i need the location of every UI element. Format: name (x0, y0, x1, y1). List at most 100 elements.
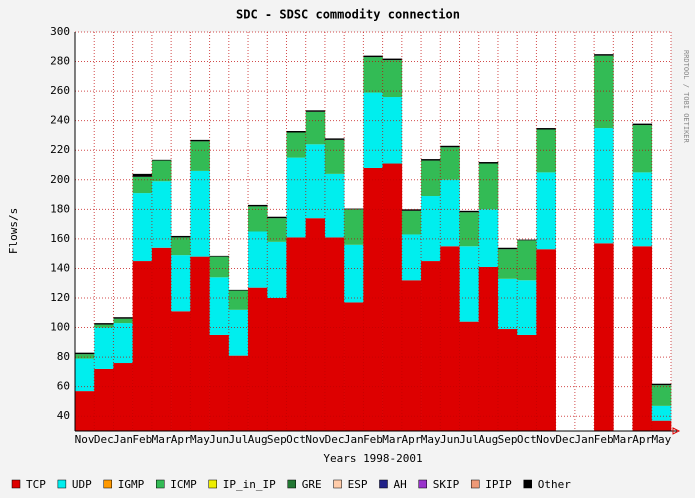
x-tick-label: Jan (344, 433, 364, 446)
bar-segment (151, 181, 172, 248)
bar-segment (382, 58, 403, 61)
bar-segment (459, 210, 480, 213)
bar-segment (517, 239, 537, 241)
bar-segment (401, 234, 422, 281)
bar-segment (440, 246, 460, 431)
y-tick-label: 220 (50, 143, 70, 156)
bar-segment (286, 157, 307, 238)
bar-segment (267, 298, 287, 431)
bar-segment (363, 55, 383, 58)
bar-segment (536, 172, 556, 250)
bar-segment (536, 128, 556, 130)
bar-segment (401, 209, 422, 211)
bar-segment (132, 176, 153, 194)
bar-segment (632, 246, 653, 431)
bar-segment (382, 60, 403, 98)
x-tick-label: Nov (305, 433, 325, 446)
legend-label: Other (538, 478, 571, 491)
x-tick-label: Aug (248, 433, 268, 446)
bar-segment (324, 237, 345, 431)
bar-segment (497, 329, 518, 431)
legend-swatch (11, 479, 21, 489)
legend-label: IPIP (485, 478, 512, 491)
y-tick-label: 100 (50, 321, 70, 334)
bar-segment (344, 244, 364, 303)
legend-label: UDP (72, 478, 92, 491)
bar-segment (305, 144, 326, 219)
bar-segment (113, 318, 133, 324)
legend-swatch (333, 479, 342, 489)
bar-segment (94, 368, 114, 431)
x-tick-label: Jun (440, 433, 460, 446)
y-tick-label: 60 (57, 380, 70, 393)
bar-segment (94, 324, 114, 328)
y-tick-label: 300 (50, 25, 70, 38)
y-tick-label: 200 (50, 173, 70, 186)
bar-segment (248, 206, 268, 232)
bar-segment (305, 110, 326, 112)
y-tick-label: 180 (50, 202, 70, 215)
grid (74, 31, 672, 431)
legend-swatch (57, 479, 67, 489)
bar-segment (363, 57, 383, 93)
x-tick-label: May (651, 433, 671, 446)
bar-segment (132, 173, 153, 177)
bar-segment (305, 218, 326, 431)
bar-segment (171, 311, 191, 431)
legend-label: GRE (302, 478, 322, 491)
bar-segment (594, 54, 614, 56)
bar-segment (401, 280, 422, 431)
legend-swatch (156, 479, 165, 489)
legend-swatch (418, 479, 427, 489)
bar-segment (536, 129, 556, 173)
bar-segment (594, 55, 614, 129)
x-tick-label: Jul (459, 433, 479, 446)
legend-swatch (470, 479, 480, 489)
bar-segment (421, 159, 441, 161)
bar-segment (459, 321, 480, 431)
bar-segment (171, 255, 191, 312)
x-tick-label: Dec (325, 433, 345, 446)
bar-segment (324, 138, 345, 140)
bar-segment (651, 405, 672, 421)
x-tick-label: Mar (152, 433, 172, 446)
y-tick-label: 80 (57, 350, 70, 363)
bar-segment (421, 261, 441, 431)
x-tick-label: Apr (171, 433, 191, 446)
legend-swatch (379, 479, 388, 489)
bar-segment (248, 231, 268, 288)
bar-segment (363, 167, 383, 431)
bar-segment (305, 111, 326, 145)
legend-label: ICMP (170, 478, 197, 491)
x-tick-label: Feb (363, 433, 383, 446)
bar-segment (594, 243, 614, 431)
bars (75, 54, 672, 431)
bar-segment (94, 323, 114, 325)
bar-segment (478, 209, 499, 267)
legend-label: SKIP (433, 478, 460, 491)
y-tick-label: 140 (50, 261, 70, 274)
x-tick-label: Apr (632, 433, 652, 446)
bar-segment (440, 145, 460, 148)
bar-segment (286, 131, 307, 133)
bar-segment (190, 141, 210, 171)
x-tick-label: May (190, 433, 210, 446)
bar-segment (594, 128, 614, 244)
legend-swatch (287, 479, 296, 489)
bar-segment (228, 309, 249, 356)
bar-segment (382, 97, 403, 164)
legend-label: ESP (348, 478, 368, 491)
bar-segment (286, 237, 307, 431)
x-tick-label: Dec (555, 433, 575, 446)
chart-title: SDC - SDSC commodity connection (236, 8, 460, 22)
y-tick-label: 280 (50, 55, 70, 68)
x-tick-label: Jul (228, 433, 248, 446)
bar-segment (171, 235, 191, 238)
bar-segment (497, 247, 518, 250)
bar-segment (171, 237, 191, 256)
x-tick-label: Oct (517, 433, 537, 446)
x-tick-label: May (421, 433, 441, 446)
legend-swatch (523, 479, 532, 489)
bar-segment (324, 173, 345, 238)
